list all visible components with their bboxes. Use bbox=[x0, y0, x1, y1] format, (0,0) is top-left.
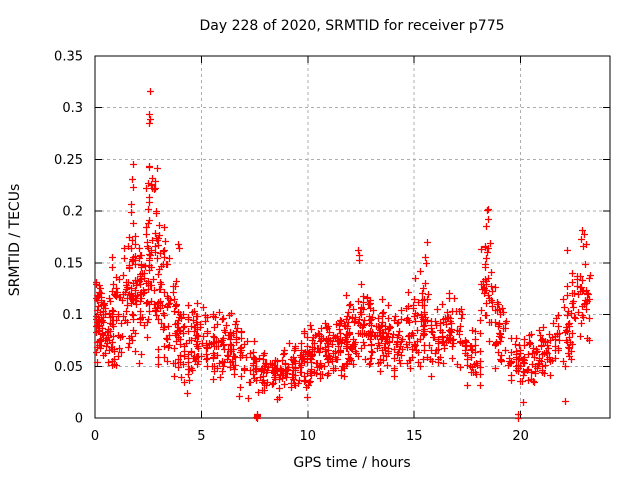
x-tick-label: 20 bbox=[512, 429, 529, 444]
x-tick-label: 5 bbox=[197, 429, 205, 444]
y-tick-label: 0.2 bbox=[62, 205, 83, 220]
x-tick-label: 15 bbox=[406, 429, 423, 444]
chart-title: Day 228 of 2020, SRMTID for receiver p77… bbox=[199, 18, 504, 34]
axes: 0 5 10 15 20 0 0.05 0.1 0.15 0.2 0.25 0.3 0.35 bbox=[54, 50, 611, 444]
scatter-series-points bbox=[93, 88, 594, 422]
x-tick-label: 0 bbox=[91, 429, 99, 444]
y-tick-label: 0 bbox=[75, 412, 83, 427]
x-tick-label: 10 bbox=[300, 429, 317, 444]
y-tick-label: 0.3 bbox=[62, 101, 83, 116]
y-tick-label: 0.05 bbox=[54, 360, 83, 375]
plot-border bbox=[94, 55, 611, 419]
y-tick-label: 0.25 bbox=[54, 153, 83, 168]
y-tick-label: 0.1 bbox=[62, 308, 83, 323]
data-points-layer bbox=[93, 88, 594, 422]
y-tick-label: 0.35 bbox=[54, 50, 83, 65]
x-axis-label: GPS time / hours bbox=[293, 455, 410, 471]
y-axis-label: SRMTID / TECUs bbox=[7, 184, 23, 297]
y-tick-label: 0.15 bbox=[54, 256, 83, 271]
